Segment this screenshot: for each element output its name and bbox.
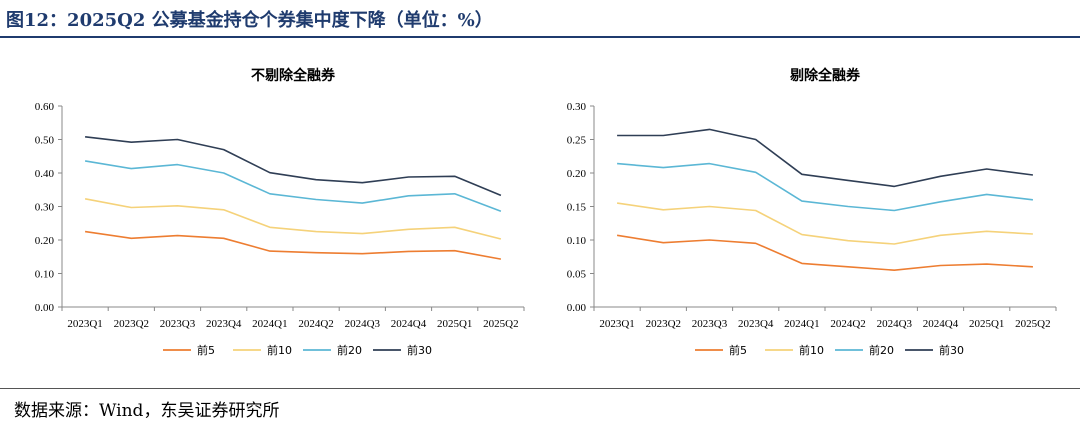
series-line-3 [84, 160, 502, 212]
y-tick-label: 0.50 [35, 135, 55, 147]
legend-entry: 前5 [163, 343, 215, 357]
x-tick-label: 2025Q1 [969, 318, 1004, 330]
series-line-4 [85, 136, 502, 197]
y-tick-label: 0.10 [567, 235, 587, 247]
x-tick-label: 2023Q4 [738, 318, 774, 330]
x-tick-label: 2025Q2 [1015, 318, 1050, 330]
y-tick-label: 0.20 [35, 235, 55, 247]
x-tick-label: 2023Q1 [599, 318, 634, 330]
y-tick-label: 0.20 [567, 168, 587, 180]
figure-title: 图12：2025Q2 公募基金持仓个券集中度下降（单位：%） [6, 10, 493, 31]
legend-label: 前30 [939, 343, 964, 357]
legend-entry: 前10 [233, 343, 292, 357]
y-tick-label: 0.30 [567, 101, 587, 113]
x-tick-label: 2023Q2 [646, 318, 681, 330]
x-tick-label: 2024Q3 [877, 318, 913, 330]
legend-entry: 前30 [905, 343, 964, 357]
legend-entry: 前5 [695, 343, 747, 357]
x-tick-label: 2024Q3 [345, 318, 381, 330]
legend-label: 前30 [407, 343, 432, 357]
x-tick-label: 2024Q1 [784, 318, 819, 330]
y-tick-label: 0.40 [35, 168, 55, 180]
x-tick-label: 2023Q2 [114, 318, 149, 330]
legend-entry: 前30 [373, 343, 432, 357]
series-line-1 [616, 234, 1033, 271]
x-tick-label: 2024Q4 [391, 318, 427, 330]
chart-title: 不剔除全融券 [251, 67, 336, 84]
chart-right: 剔除全融券 0.00 0.05 0.10 0.15 0.20 0.25 0.30 2023Q1 2… [567, 67, 1057, 357]
x-tick-label: 2024Q2 [298, 318, 333, 330]
y-tick-label: 0.30 [35, 202, 55, 214]
x-tick-label: 2023Q3 [160, 318, 196, 330]
legend-label: 前20 [337, 343, 362, 357]
series-line-3 [617, 162, 1033, 212]
y-tick-label: 0.00 [567, 302, 587, 314]
legend-entry: 前20 [303, 343, 362, 357]
legend-label: 前5 [197, 343, 215, 357]
x-tick-label: 2024Q4 [923, 318, 959, 330]
x-tick-label: 2025Q1 [437, 318, 472, 330]
x-tick-label: 2025Q2 [483, 318, 518, 330]
series-line-2 [84, 198, 502, 240]
series-line-4 [617, 128, 1034, 188]
x-tick-label: 2023Q3 [692, 318, 728, 330]
y-tick-label: 0.60 [35, 101, 55, 113]
legend-label: 前5 [729, 343, 747, 357]
y-tick-label: 0.15 [567, 202, 587, 214]
legend-label: 前10 [267, 343, 292, 357]
y-tick-label: 0.05 [567, 269, 587, 281]
chart-left: 不剔除全融券 0.00 0.10 0.20 0.30 0.40 0.50 0.60 2023Q1… [35, 67, 525, 357]
source-note: 数据来源：Wind，东吴证券研究所 [14, 401, 280, 421]
series-line-2 [616, 202, 1033, 245]
y-tick-label: 0.00 [35, 302, 55, 314]
x-tick-label: 2023Q4 [206, 318, 242, 330]
bottom-rule [0, 388, 1080, 389]
y-tick-label: 0.10 [35, 269, 55, 281]
y-tick-label: 0.25 [567, 135, 587, 147]
legend-entry: 前20 [835, 343, 894, 357]
legend-label: 前20 [869, 343, 894, 357]
x-tick-label: 2024Q1 [252, 318, 287, 330]
x-tick-label: 2023Q1 [67, 318, 102, 330]
legend-label: 前10 [799, 343, 824, 357]
top-rule [0, 36, 1080, 38]
series-line-1 [84, 230, 502, 260]
legend-entry: 前10 [765, 343, 824, 357]
x-tick-label: 2024Q2 [830, 318, 865, 330]
chart-title: 剔除全融券 [789, 67, 861, 84]
